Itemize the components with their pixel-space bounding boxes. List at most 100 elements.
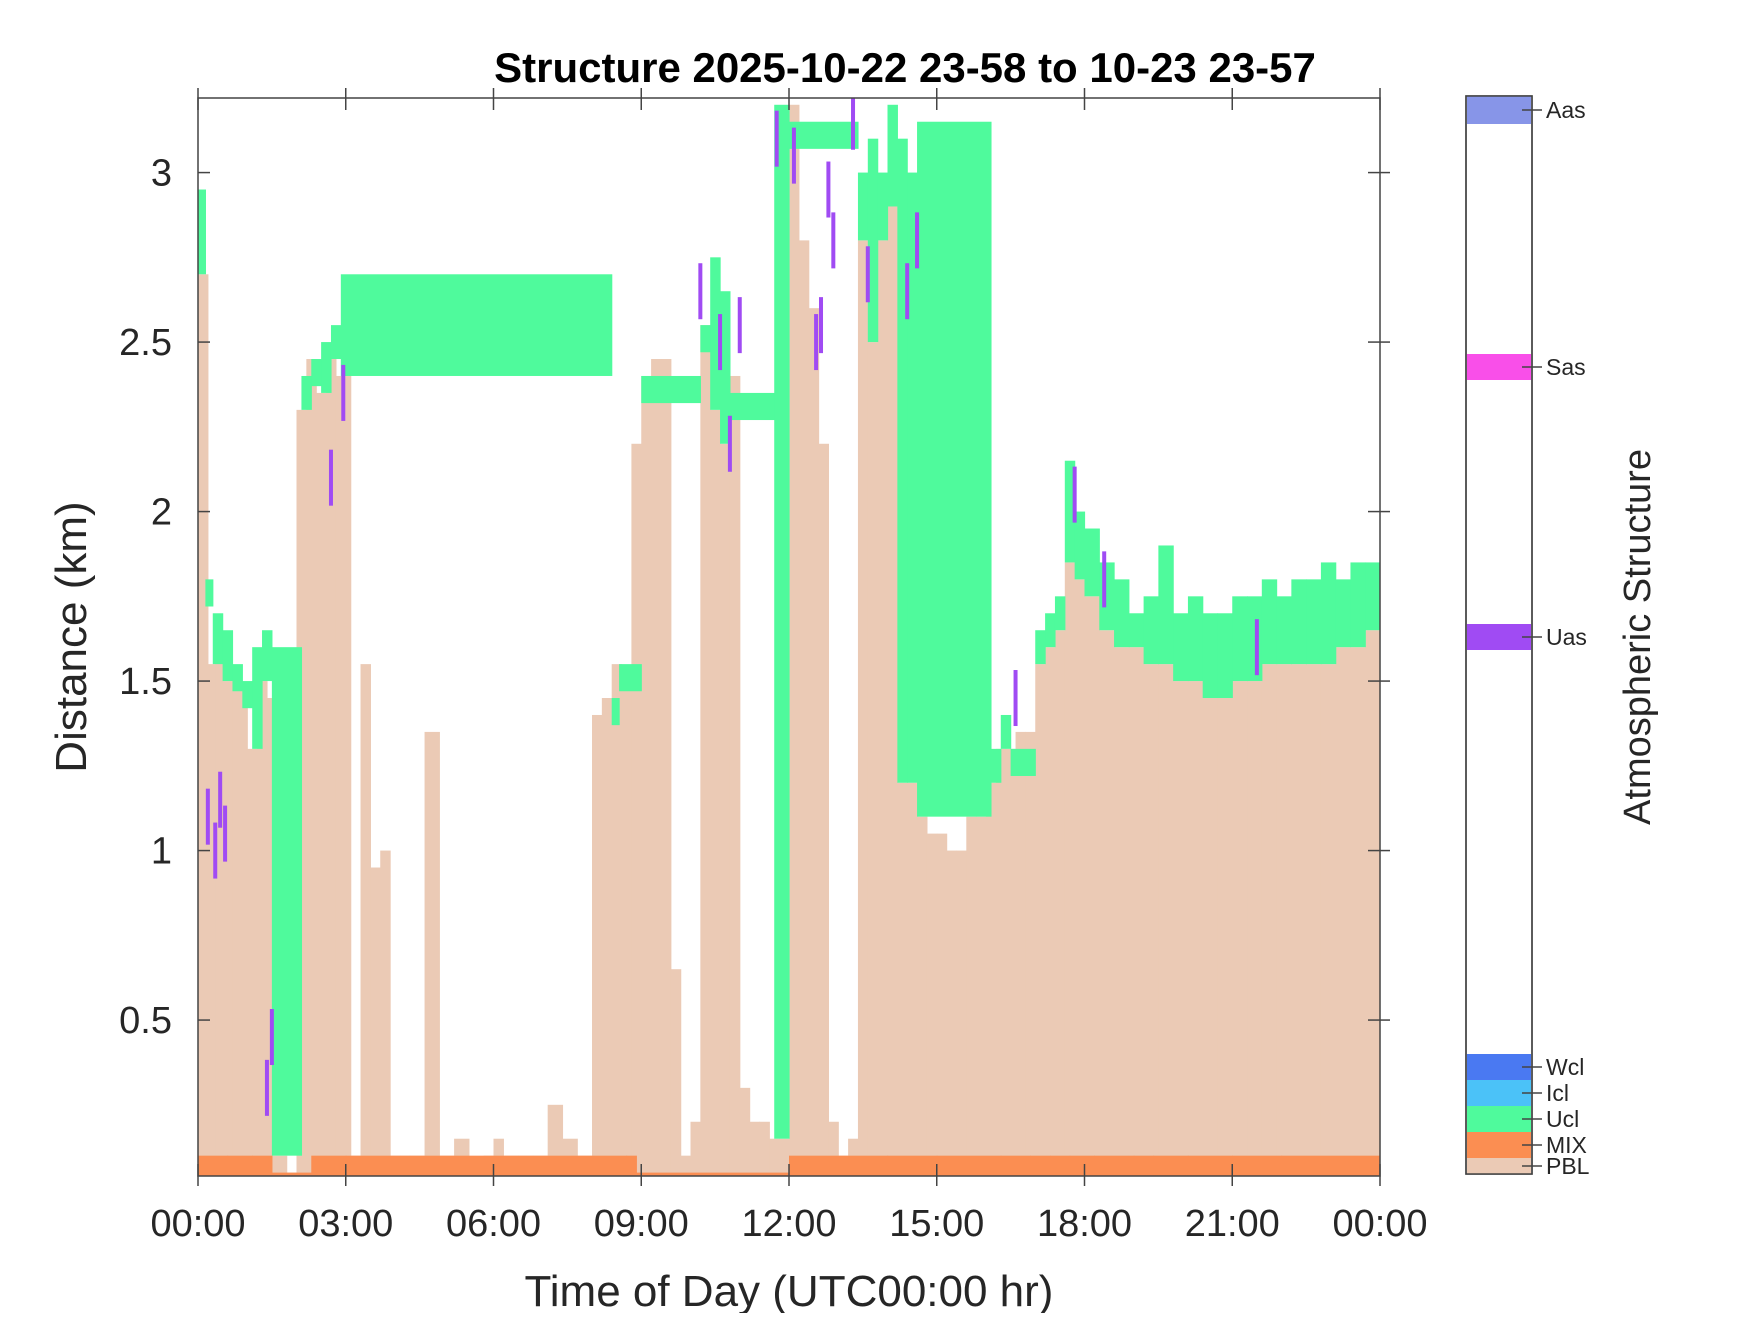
- series-pbl-column: [592, 714, 603, 1176]
- colorbar-tick-label: Icl: [1546, 1080, 1569, 1106]
- series-ucl-column: [252, 647, 263, 749]
- series-pbl-column: [828, 1121, 839, 1176]
- colorbar-swatch-pbl: [1467, 1158, 1531, 1174]
- series-ucl-column: [990, 748, 1002, 783]
- series-pbl-column: [857, 240, 869, 1176]
- series-uas-mark: [341, 364, 346, 421]
- series-pbl-column: [877, 240, 889, 1176]
- series-mix-column: [345, 1155, 628, 1176]
- series-pbl-column: [1187, 681, 1204, 1176]
- colorbar-tick-label: Wcl: [1546, 1054, 1584, 1080]
- colorbar-label: Atmospheric Structure: [1617, 449, 1659, 825]
- series-pbl-column: [198, 274, 209, 1176]
- series-mix-column: [271, 1172, 312, 1176]
- y-tick-label: 3: [151, 153, 172, 195]
- series-pbl-column: [995, 748, 1007, 1176]
- series-ucl-column: [1335, 579, 1352, 648]
- series-pbl-column: [1232, 681, 1248, 1176]
- series-ucl-column: [271, 647, 303, 1156]
- series-pbl-column: [242, 698, 248, 1176]
- series-uas-mark: [1254, 619, 1259, 676]
- series-pbl-column: [749, 1121, 761, 1176]
- series-pbl-column: [1276, 664, 1292, 1176]
- series-pbl-column: [759, 1121, 770, 1176]
- series-ucl-column: [887, 104, 898, 207]
- series-pbl-column: [739, 1087, 751, 1176]
- series-pbl-column: [641, 375, 652, 1176]
- series-pbl-column: [670, 969, 682, 1176]
- x-tick-label: 21:00: [1185, 1203, 1280, 1245]
- series-ucl-column: [1365, 562, 1380, 631]
- colorbar-tick-label: Uas: [1546, 624, 1587, 650]
- x-axis-label: Time of Day (UTC00:00 hr): [525, 1267, 1054, 1313]
- series-pbl-column: [1015, 731, 1026, 1176]
- colorbar-tick-label: Sas: [1546, 354, 1586, 380]
- series-uas-mark: [205, 788, 210, 845]
- series-pbl-column: [1158, 664, 1174, 1176]
- series-pbl-column: [808, 308, 820, 1176]
- series-uas-mark: [819, 297, 824, 354]
- series-ucl-column: [1035, 630, 1046, 665]
- series-pbl-column: [680, 1155, 692, 1176]
- series-pbl-column: [1114, 647, 1130, 1176]
- series-ucl-column: [720, 291, 731, 444]
- series-pbl-column: [729, 375, 741, 1176]
- series-mix-column: [1069, 1155, 1095, 1176]
- series-ucl-column: [1143, 596, 1159, 665]
- series-ucl-column: [1114, 579, 1130, 648]
- series-uas-mark: [774, 110, 779, 167]
- series-pbl-column: [345, 342, 352, 1176]
- series-mix-column: [936, 1155, 1002, 1176]
- series-ucl-column: [1173, 613, 1189, 682]
- series-pbl-column: [266, 698, 273, 1176]
- series-pbl-column: [887, 206, 898, 1176]
- series-ucl-column: [1261, 579, 1278, 665]
- series-pbl-column: [966, 816, 977, 1176]
- colorbar-swatch-aas: [1467, 96, 1531, 124]
- series-uas-mark: [814, 314, 819, 371]
- series-pbl-column: [1202, 698, 1219, 1176]
- colorbar-tick-label: Ucl: [1546, 1106, 1579, 1132]
- series-ucl-column: [907, 172, 918, 783]
- x-tick-label: 09:00: [594, 1203, 689, 1245]
- series-ucl-column: [1276, 596, 1292, 665]
- series-pbl-column: [1217, 698, 1233, 1176]
- series-ucl-column: [1074, 511, 1086, 580]
- colorbar-tick-label: PBL: [1546, 1153, 1590, 1179]
- series-pbl-column: [611, 664, 623, 1176]
- series-uas-mark: [727, 415, 732, 472]
- series-mix-column: [789, 1155, 889, 1176]
- series-pbl-column: [1005, 748, 1017, 1176]
- series-pbl: [198, 104, 1380, 1176]
- series-pbl-column: [232, 681, 243, 1176]
- series-pbl-column: [326, 359, 337, 1176]
- colorbar-tick-label: MIX: [1546, 1132, 1587, 1158]
- series-pbl-column: [710, 409, 721, 1176]
- series-uas-mark: [1013, 670, 1018, 727]
- series-mix-column: [1030, 1155, 1051, 1176]
- series-pbl-column: [380, 850, 391, 1176]
- y-tick-label: 2: [151, 492, 172, 534]
- series-ucl-column: [1217, 613, 1233, 699]
- series-ucl-column: [1099, 562, 1115, 631]
- series-pbl-column: [247, 748, 258, 1176]
- series-uas-mark: [269, 1009, 274, 1066]
- series-ucl-column: [321, 342, 332, 393]
- series-pbl-column: [1128, 647, 1145, 1176]
- series-ucl-column: [1010, 748, 1036, 776]
- series-mix-column: [1153, 1155, 1189, 1176]
- series-mix-column: [1094, 1155, 1135, 1176]
- x-tick-label: 12:00: [741, 1203, 836, 1245]
- x-tick-label: 03:00: [298, 1203, 393, 1245]
- series-ucl-column: [700, 325, 711, 353]
- series-ucl-column: [198, 189, 206, 275]
- series-pbl-column: [1173, 681, 1189, 1176]
- colorbar-swatch-uas: [1467, 624, 1531, 650]
- series-ucl-column: [1291, 579, 1307, 665]
- series-pbl-column: [1291, 664, 1307, 1176]
- series-mix-column: [311, 1155, 347, 1176]
- y-tick-label: 0.5: [119, 1000, 172, 1042]
- series-pbl-column: [936, 833, 948, 1176]
- series-pbl-column: [335, 375, 347, 1176]
